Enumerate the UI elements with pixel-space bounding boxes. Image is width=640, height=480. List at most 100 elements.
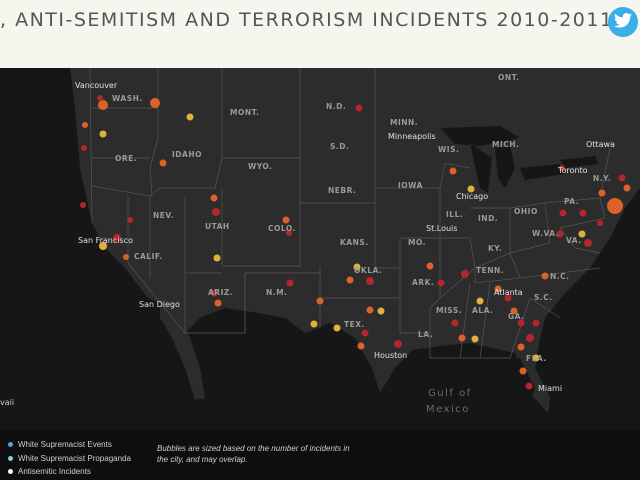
bubble [607, 198, 623, 214]
city-label: Ottawa [586, 140, 615, 149]
state-label: IDAHO [172, 150, 202, 159]
legend-item-antisemitic[interactable]: Antisemitic Incidents [8, 467, 91, 476]
state-label: OKLA. [354, 266, 383, 275]
state-label: NEBR. [328, 186, 357, 195]
state-label: VA. [566, 236, 582, 245]
city-label: Chicago [456, 192, 489, 201]
state-label: PA. [564, 197, 580, 206]
state-label: S.D. [330, 142, 350, 151]
legend: White Supremacist Events White Supremaci… [0, 430, 640, 480]
bubble [210, 194, 218, 202]
bubble [98, 100, 108, 110]
bubble [504, 294, 512, 302]
state-label: ARK. [412, 278, 435, 287]
bubble [310, 320, 318, 328]
city-label: St.Louis [426, 224, 458, 233]
state-label: KY. [488, 244, 503, 253]
bubble [361, 329, 369, 337]
bubble [579, 209, 587, 217]
state-label: W.VA. [532, 229, 560, 238]
bubble [584, 239, 592, 247]
bubble [333, 324, 341, 332]
bubble [366, 277, 374, 285]
state-label: MONT. [230, 108, 260, 117]
state-label: IOWA [398, 181, 423, 190]
city-label: Toronto [558, 166, 588, 175]
state-borders [89, 68, 611, 359]
bubble [316, 297, 324, 305]
bubble [97, 95, 103, 101]
state-label: OHIO [514, 207, 538, 216]
bubble [598, 189, 606, 197]
map-canvas [0, 68, 640, 430]
bubble [355, 104, 363, 112]
bubble [186, 113, 194, 121]
legend-item-propaganda[interactable]: White Supremacist Propaganda [8, 454, 131, 463]
legend-dot-icon [8, 456, 13, 461]
state-label: MICH. [492, 140, 520, 149]
state-label: MO. [408, 238, 427, 247]
bubble [213, 254, 221, 262]
state-label: N.D. [326, 102, 347, 111]
bubble [212, 208, 220, 216]
legend-dot-icon [8, 469, 13, 474]
incident-bubbles [80, 95, 631, 390]
bubble [113, 234, 121, 242]
bubble [451, 319, 459, 327]
state-label: ARIZ. [208, 288, 234, 297]
city-label: Vancouver [75, 81, 118, 90]
legend-item-events[interactable]: White Supremacist Events [8, 440, 112, 449]
bubble [559, 165, 565, 171]
bubble [471, 335, 479, 343]
bubble [82, 122, 88, 128]
page-title: , ANTI-SEMITISM AND TERRORISM INCIDENTS … [0, 9, 614, 31]
bubble [517, 319, 525, 327]
bubble [346, 276, 354, 284]
state-label: N.Y. [593, 174, 612, 183]
gulf-of-mexico [380, 353, 535, 430]
twitter-icon [614, 12, 632, 32]
bubble [99, 130, 107, 138]
bubble [437, 279, 445, 287]
bubble [377, 307, 385, 315]
state-label: WYO. [248, 162, 273, 171]
state-label: N.C. [550, 272, 570, 281]
bubble [449, 167, 457, 175]
edge-label: vaii [0, 398, 15, 407]
baja-peninsula [160, 303, 205, 400]
state-label: ILL. [446, 210, 464, 219]
bubble [426, 262, 434, 270]
bubble [526, 334, 534, 342]
bubble [618, 174, 626, 182]
bubble [494, 285, 502, 293]
bubble [597, 220, 603, 226]
state-label: TEX. [344, 320, 365, 329]
bubble [541, 272, 549, 280]
state-label: TENN. [476, 266, 505, 275]
bubble [159, 159, 167, 167]
twitter-share-button[interactable] [608, 7, 638, 37]
water-label: Mexico [426, 404, 470, 415]
bubble [519, 367, 527, 375]
bubble [127, 217, 133, 223]
state-label: GA. [508, 312, 525, 321]
state-label: ALA. [472, 306, 494, 315]
legend-label: Antisemitic Incidents [18, 467, 91, 476]
state-label: COLO. [268, 224, 296, 233]
legend-label: White Supremacist Propaganda [18, 454, 131, 463]
header: , ANTI-SEMITISM AND TERRORISM INCIDENTS … [0, 0, 640, 68]
state-label: ORE. [115, 154, 138, 163]
bubble [532, 354, 540, 362]
state-label: S.C. [534, 293, 553, 302]
bubble [150, 98, 160, 108]
state-label: IND. [478, 214, 499, 223]
legend-label: White Supremacist Events [18, 440, 112, 449]
bubble [532, 319, 540, 327]
bubble [458, 334, 466, 342]
city-label: San Diego [139, 300, 180, 309]
bubble [99, 242, 107, 250]
water-label: Gulf of [428, 388, 472, 399]
bubble [476, 297, 484, 305]
bubble [394, 340, 402, 348]
map-view[interactable]: WASH. MONT. N.D. MINN. ORE. IDAHO WYO. S… [0, 68, 640, 430]
